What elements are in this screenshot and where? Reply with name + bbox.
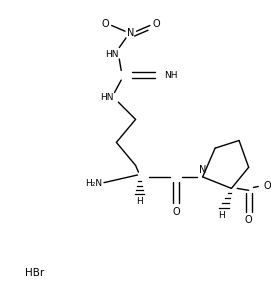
Text: O: O — [263, 181, 271, 191]
Text: HBr: HBr — [25, 268, 45, 278]
Text: H₂N: H₂N — [85, 179, 102, 188]
Text: N: N — [127, 28, 134, 38]
Text: O: O — [245, 215, 253, 225]
Text: HN: HN — [100, 93, 114, 102]
Text: O: O — [172, 207, 180, 217]
Text: N: N — [199, 165, 206, 175]
Text: HN: HN — [105, 50, 118, 59]
Text: H: H — [136, 197, 143, 206]
Text: O: O — [153, 18, 160, 28]
Text: NH: NH — [164, 71, 178, 80]
Text: H: H — [218, 211, 225, 220]
Text: O: O — [101, 18, 109, 28]
